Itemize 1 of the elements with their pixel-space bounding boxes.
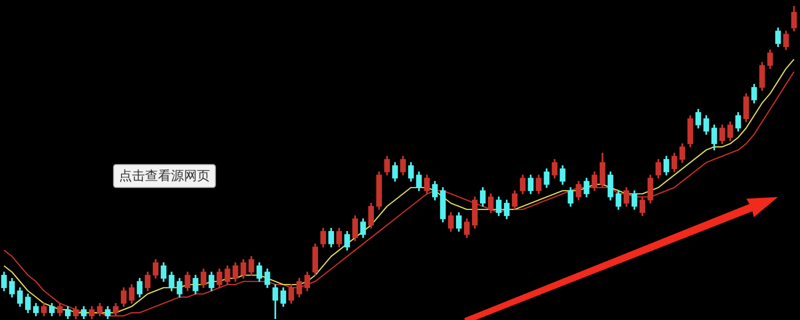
annotation: 点击查看源网页 bbox=[113, 164, 216, 188]
